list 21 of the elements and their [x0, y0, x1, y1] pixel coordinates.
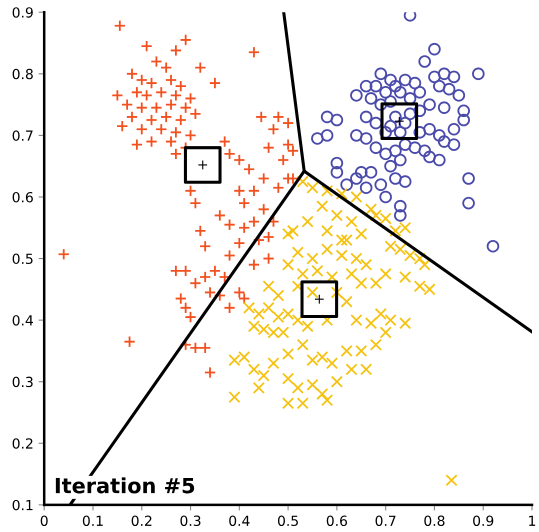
annotation: Iteration #5 [56, 477, 194, 494]
y-tick-label: 0.4 [12, 315, 34, 326]
x-tick-label: 0.6 [326, 516, 348, 526]
x-tick-label: 0.7 [376, 516, 396, 526]
x-tick-label: 0.4 [229, 516, 250, 526]
y-tick-label: 0.2 [12, 438, 32, 449]
y-tick-label: 0.5 [12, 254, 33, 264]
x-tick-label: 0.5 [278, 516, 298, 526]
y-tick-label: 0.3 [12, 376, 33, 388]
y-tick-label: 0.8 [12, 68, 33, 80]
x-tick-label: 0.2 [132, 516, 152, 526]
x-tick-label: 0.1 [82, 516, 103, 526]
x-tick-label: 0.3 [180, 516, 200, 526]
y-tick-label: 0.9 [12, 7, 33, 18]
x-tick-label: 0.8 [424, 516, 445, 526]
x-tick-label: 1 [529, 516, 536, 526]
y-tick-label: 0.7 [12, 130, 33, 141]
x-tick-label: 0 [40, 516, 48, 526]
y-tick-label: 0.1 [12, 500, 32, 510]
x-tick-label: 0.9 [473, 516, 494, 526]
y-tick-label: 0.6 [12, 192, 33, 202]
